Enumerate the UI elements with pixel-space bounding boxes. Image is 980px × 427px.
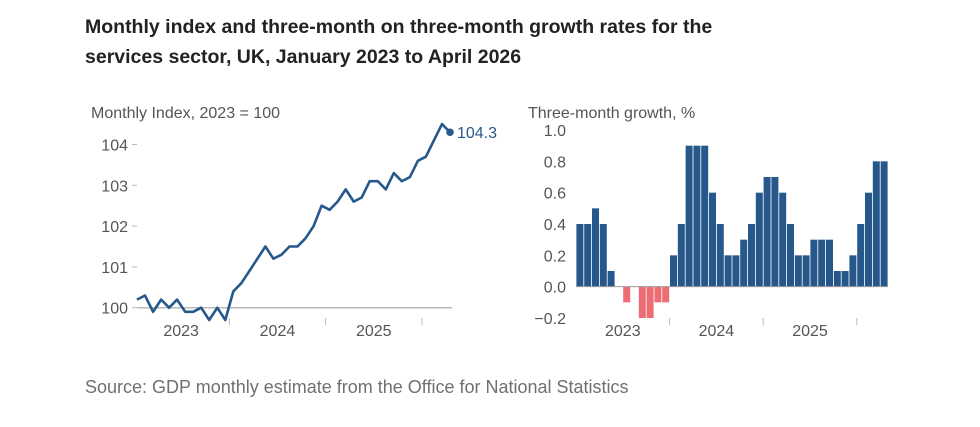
- bar: [592, 208, 599, 287]
- bar: [685, 145, 693, 287]
- bar: [763, 177, 771, 287]
- bar: [654, 286, 662, 303]
- bar: [724, 255, 732, 287]
- line-y-tick-label: 104: [101, 137, 128, 154]
- bar: [646, 286, 654, 318]
- bar-x-tick-label: 2024: [699, 323, 735, 340]
- bar-y-tick-label: 0.6: [544, 186, 566, 203]
- bar: [849, 255, 857, 287]
- bar: [872, 161, 880, 287]
- line-y-tick-label: 103: [101, 178, 128, 195]
- bar: [755, 192, 763, 287]
- bar: [826, 239, 833, 287]
- bar: [662, 286, 670, 303]
- chart-title: Monthly index and three-month on three-m…: [85, 16, 713, 68]
- bar: [701, 145, 709, 287]
- bar-y-tick-label: 0.8: [544, 154, 566, 171]
- line-y-tick-label: 101: [101, 260, 128, 277]
- bar: [670, 255, 677, 287]
- bar-x-tick-label: 2023: [605, 323, 641, 340]
- bar: [584, 224, 592, 287]
- bar: [794, 255, 802, 287]
- bar: [709, 192, 716, 287]
- bar-y-tick-label: 0.4: [544, 217, 566, 234]
- bar: [802, 255, 810, 287]
- line-x-tick-label: 2025: [356, 323, 392, 340]
- bar: [599, 224, 607, 287]
- bar: [880, 161, 888, 287]
- bar-chart: Three-month growth, % 1.0 0.8 0.6 0.4 0.2 0.0…: [528, 105, 888, 340]
- line-y-tick-label: 102: [101, 219, 128, 236]
- bar: [841, 271, 849, 287]
- bar: [865, 192, 872, 287]
- bar: [857, 224, 865, 287]
- line-x-tick-label: 2023: [163, 323, 199, 340]
- line-chart-y-axis-label: Monthly Index, 2023 = 100: [91, 105, 280, 122]
- line-y-tick-label: 100: [101, 301, 128, 318]
- source-note: Source: GDP monthly estimate from the Of…: [85, 377, 629, 397]
- bar: [833, 271, 841, 287]
- bar: [810, 239, 818, 287]
- bar: [716, 224, 724, 287]
- bar: [623, 286, 631, 303]
- bar-x-tick-label: 2025: [792, 323, 828, 340]
- bar-y-tick-label: −0.2: [534, 311, 566, 328]
- bar-y-tick-label: 0.0: [544, 280, 566, 297]
- bar-y-tick-label: 1.0: [544, 123, 566, 140]
- bar: [740, 239, 748, 287]
- bar-y-tick-label: 0.2: [544, 248, 566, 265]
- line-end-label: 104.3: [457, 125, 497, 142]
- bar: [818, 239, 826, 287]
- bar: [576, 224, 584, 287]
- bar: [732, 255, 740, 287]
- bar: [607, 271, 615, 287]
- bar: [779, 192, 787, 287]
- bar: [638, 286, 646, 318]
- bar: [677, 224, 685, 287]
- bar: [771, 177, 779, 287]
- bar: [748, 224, 755, 287]
- bar: [693, 145, 701, 287]
- line-chart: Monthly Index, 2023 = 100 100 101 102 103 10…: [91, 105, 497, 340]
- bar-chart-y-axis-label: Three-month growth, %: [528, 105, 695, 122]
- line-series: [136, 122, 451, 322]
- line-end-point: [446, 128, 454, 137]
- line-x-tick-label: 2024: [260, 323, 296, 340]
- bar: [787, 224, 794, 287]
